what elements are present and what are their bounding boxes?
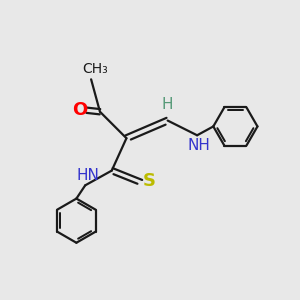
Text: S: S (143, 172, 156, 190)
Text: HN: HN (77, 168, 100, 183)
Text: NH: NH (187, 138, 210, 153)
Text: H: H (162, 97, 173, 112)
Text: O: O (72, 101, 87, 119)
Text: CH₃: CH₃ (83, 62, 108, 76)
